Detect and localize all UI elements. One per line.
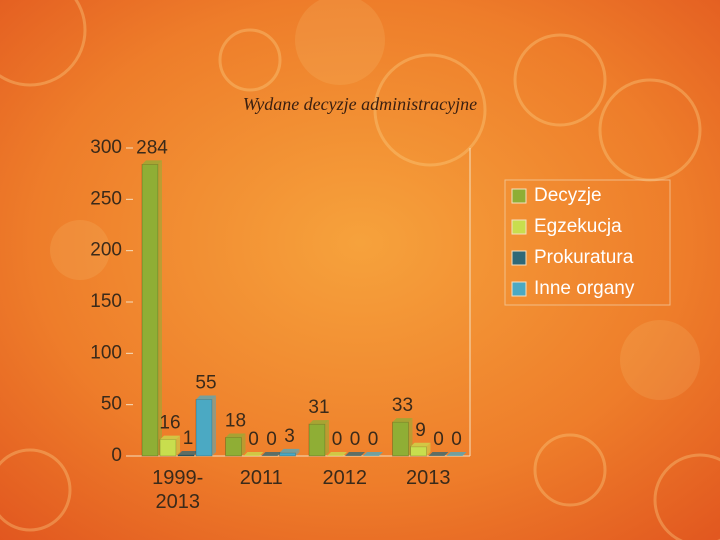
legend-label: Prokuratura bbox=[534, 247, 634, 268]
bar bbox=[410, 446, 427, 457]
value-label: 16 bbox=[159, 413, 180, 434]
bar-side bbox=[295, 448, 300, 456]
value-label: 9 bbox=[415, 420, 426, 441]
bar-top bbox=[160, 435, 180, 440]
bar-top bbox=[410, 442, 431, 447]
y-tick-label: 250 bbox=[90, 188, 122, 209]
legend-swatch bbox=[511, 219, 527, 235]
legend-box bbox=[504, 179, 671, 306]
bar bbox=[279, 452, 296, 457]
value-label: 31 bbox=[308, 397, 329, 418]
y-tick-label: 50 bbox=[101, 394, 122, 415]
decor-dots bbox=[50, 0, 700, 400]
value-label: 0 bbox=[248, 429, 259, 450]
bar bbox=[195, 399, 213, 457]
bar-top bbox=[446, 452, 467, 456]
value-label: 0 bbox=[368, 429, 379, 450]
y-tick-label: 0 bbox=[111, 445, 122, 466]
value-label: 0 bbox=[332, 429, 343, 450]
bar bbox=[159, 439, 177, 457]
bar-top bbox=[225, 433, 246, 438]
bar-side bbox=[426, 442, 431, 456]
bar-top bbox=[243, 452, 264, 456]
value-label: 33 bbox=[392, 395, 413, 416]
value-label: 18 bbox=[225, 411, 246, 432]
bar-top bbox=[279, 448, 300, 453]
value-label: 0 bbox=[433, 429, 444, 450]
legend-label: Egzekucja bbox=[534, 216, 622, 237]
value-label: 3 bbox=[284, 426, 295, 447]
bar-side bbox=[325, 420, 329, 456]
bar-top bbox=[428, 452, 449, 456]
bar-side bbox=[158, 160, 162, 456]
y-tick-label: 150 bbox=[90, 291, 122, 312]
value-label: 0 bbox=[451, 429, 462, 450]
chart-title: Wydane decyzje administracyjne bbox=[243, 94, 477, 114]
value-label: 1 bbox=[183, 428, 194, 449]
bar bbox=[141, 164, 159, 457]
legend-swatch bbox=[511, 281, 527, 297]
value-label: 0 bbox=[266, 429, 277, 450]
y-tick-label: 100 bbox=[90, 342, 122, 363]
value-label: 55 bbox=[195, 373, 216, 394]
bar-top bbox=[392, 418, 413, 423]
bar-side bbox=[241, 433, 246, 456]
bar-top bbox=[309, 420, 329, 425]
bar bbox=[392, 421, 409, 457]
bar bbox=[308, 423, 326, 457]
bar-side bbox=[176, 435, 180, 456]
x-tick-label: 1999-2013 bbox=[152, 467, 204, 513]
x-tick-label: 2013 bbox=[406, 467, 451, 489]
value-label: 0 bbox=[350, 429, 361, 450]
x-tick-label: 2011 bbox=[239, 467, 283, 489]
bar-top bbox=[327, 452, 347, 456]
bar-top bbox=[363, 452, 383, 456]
legend-label: Decyzje bbox=[534, 185, 602, 206]
bar-top bbox=[196, 395, 216, 400]
y-tick-label: 200 bbox=[90, 240, 122, 261]
bar-top bbox=[142, 160, 162, 165]
legend-label: Inne organy bbox=[534, 278, 635, 299]
bar bbox=[225, 437, 242, 457]
legend-swatch bbox=[511, 188, 527, 204]
value-label: 284 bbox=[136, 137, 168, 158]
legend-swatch bbox=[511, 250, 527, 266]
bar-side bbox=[212, 395, 216, 456]
bar bbox=[177, 454, 195, 457]
bar-top bbox=[178, 450, 198, 455]
x-tick-label: 2012 bbox=[322, 467, 368, 489]
bar-top bbox=[261, 452, 282, 456]
bar-top bbox=[345, 452, 365, 456]
y-tick-label: 300 bbox=[90, 137, 122, 158]
